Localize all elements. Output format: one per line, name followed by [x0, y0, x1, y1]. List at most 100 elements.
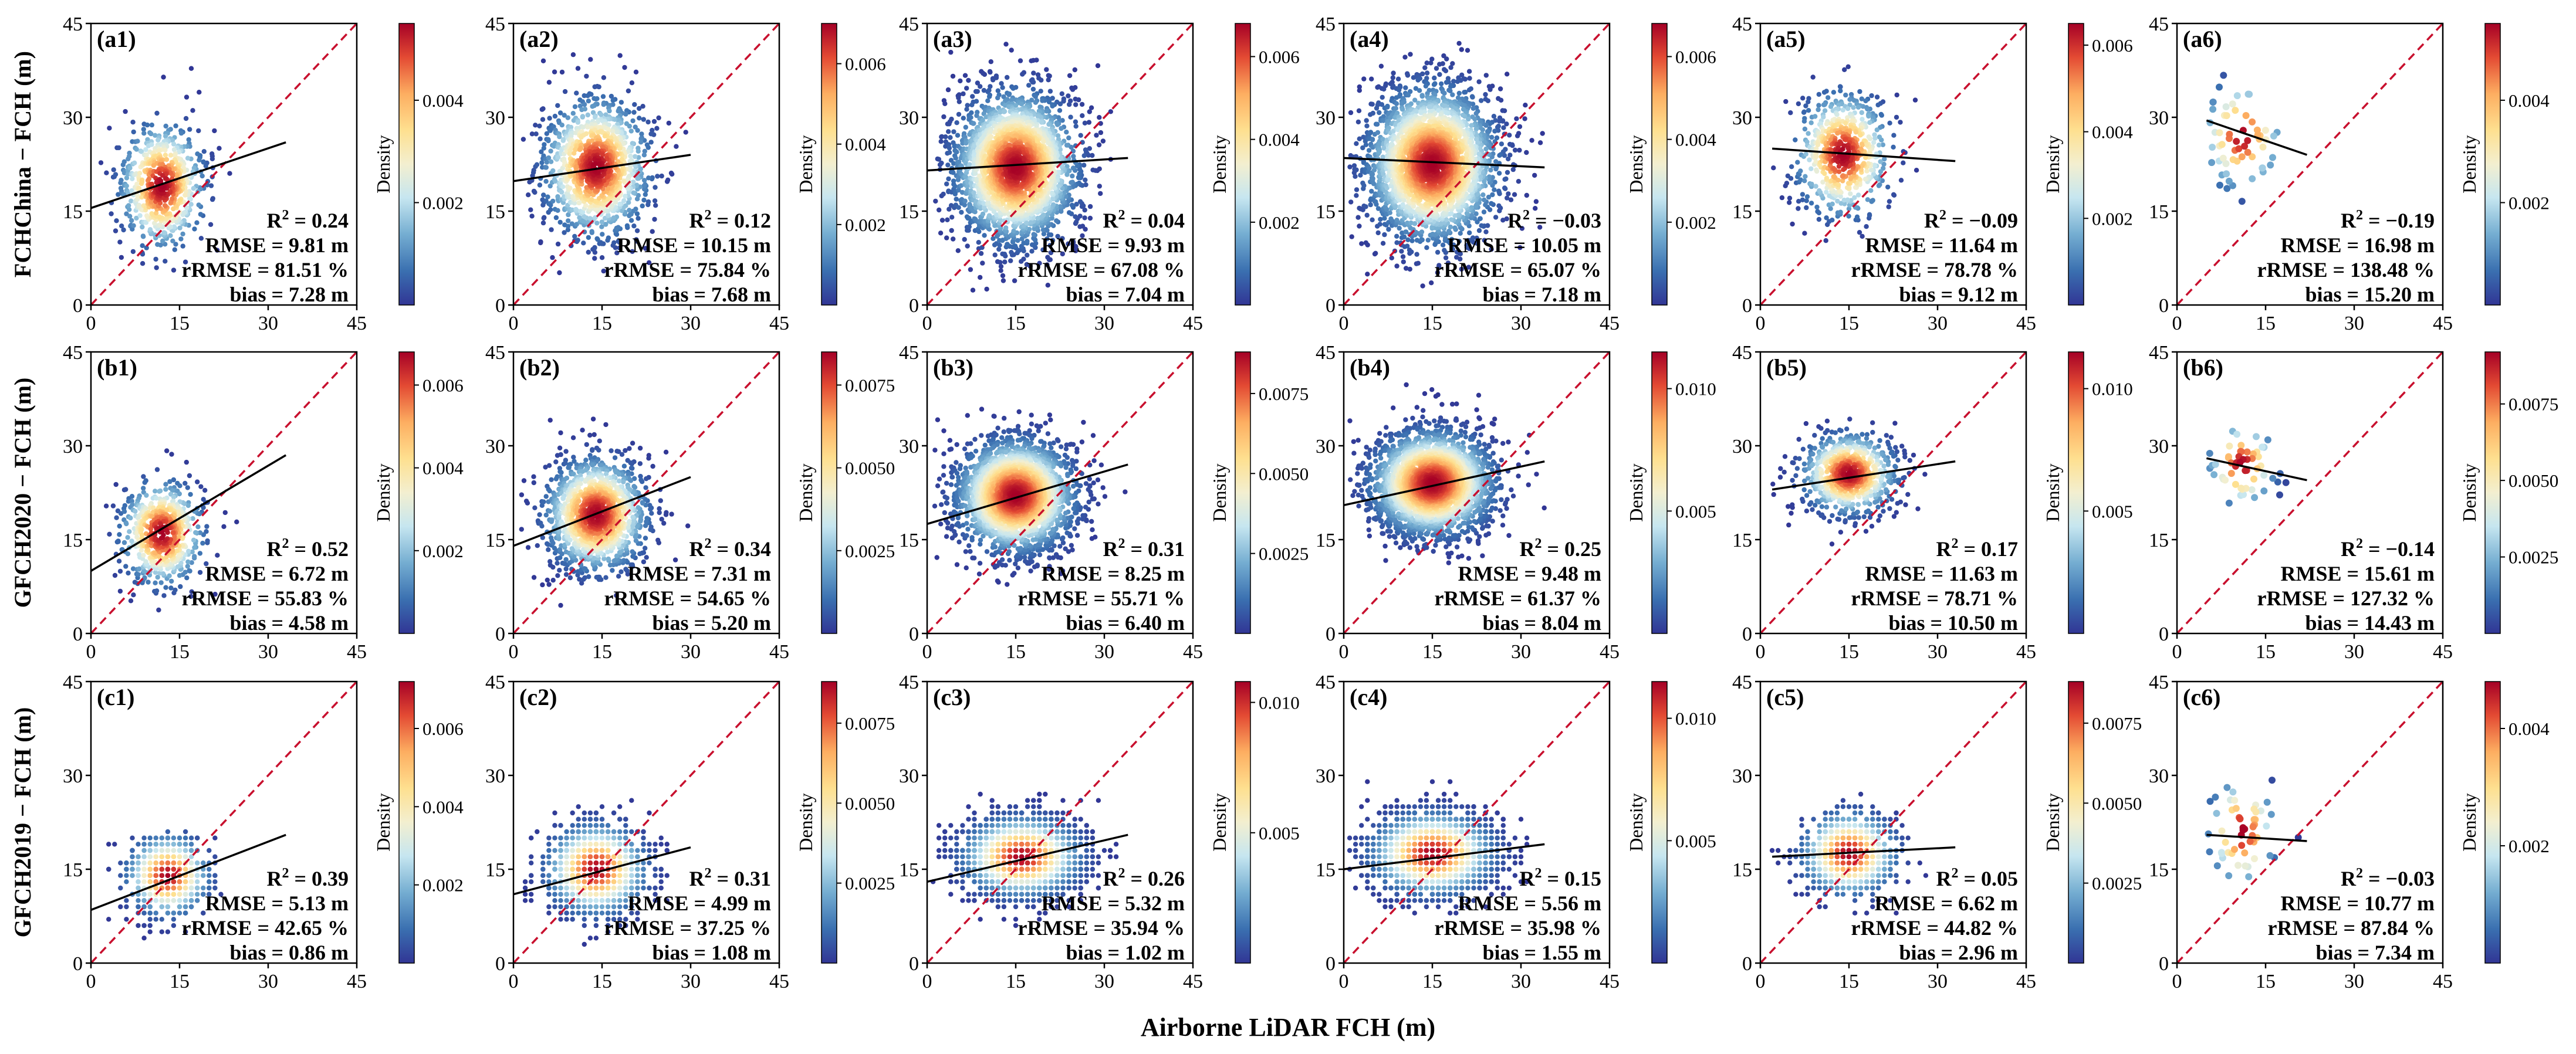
data-point — [976, 240, 982, 245]
data-point — [188, 66, 194, 71]
data-point — [203, 163, 208, 169]
data-point — [637, 116, 642, 121]
x-tick-label: 0 — [509, 313, 519, 334]
data-point — [1417, 88, 1422, 93]
data-point — [683, 130, 688, 135]
x-tick-label: 45 — [769, 313, 789, 334]
data-point — [1354, 167, 1359, 172]
data-point — [570, 111, 576, 116]
data-point — [163, 123, 168, 129]
data-point — [1405, 92, 1411, 98]
data-point — [1000, 273, 1006, 279]
data-point — [963, 124, 969, 130]
data-point — [634, 237, 639, 242]
data-point — [557, 134, 562, 140]
data-point — [178, 130, 184, 136]
data-point — [1517, 147, 1522, 153]
data-point — [641, 183, 647, 189]
data-point — [970, 287, 976, 293]
colorbar-tick-label: 0.006 — [1259, 46, 1300, 67]
data-point — [614, 250, 620, 256]
data-point — [127, 213, 133, 219]
x-tick-label: 0 — [922, 313, 932, 334]
data-point — [1385, 104, 1390, 110]
data-point — [577, 215, 582, 221]
data-point — [1488, 87, 1493, 92]
data-point — [1081, 162, 1087, 168]
data-point — [125, 171, 130, 177]
data-point — [1086, 120, 1092, 125]
data-point — [139, 195, 144, 200]
colorbar-label: Density — [795, 135, 816, 194]
data-point — [127, 207, 132, 212]
data-point — [590, 104, 595, 109]
data-point — [168, 233, 173, 238]
panel-label: (a3) — [933, 26, 972, 52]
data-point — [98, 160, 104, 165]
data-point — [601, 268, 606, 274]
colorbar-tick-label: 0.004 — [845, 134, 886, 155]
data-point — [1405, 243, 1410, 249]
data-point — [170, 238, 175, 243]
data-point — [1067, 101, 1072, 107]
data-point — [559, 123, 564, 128]
data-point — [217, 145, 222, 151]
data-point — [1064, 130, 1069, 135]
data-point — [548, 207, 553, 212]
data-point — [178, 236, 184, 242]
data-point — [197, 90, 202, 95]
data-point — [1515, 133, 1520, 138]
data-point — [1010, 86, 1016, 91]
stat-r2: R2 = 0.24 — [266, 208, 349, 232]
data-point — [555, 241, 561, 247]
data-point — [641, 152, 647, 158]
data-point — [611, 215, 617, 221]
data-point — [1501, 125, 1506, 130]
data-point — [541, 192, 546, 198]
data-point — [130, 176, 135, 181]
data-point — [594, 236, 600, 242]
data-point — [1517, 124, 1523, 130]
data-point — [1026, 83, 1032, 88]
data-point — [537, 182, 543, 188]
data-point — [635, 216, 641, 221]
data-point — [623, 194, 628, 199]
data-point — [962, 198, 968, 204]
data-point — [1428, 60, 1434, 66]
data-point — [544, 160, 550, 165]
data-point — [173, 123, 178, 128]
data-point — [950, 73, 956, 79]
data-point — [945, 217, 950, 222]
data-point — [569, 221, 574, 226]
data-point — [139, 179, 145, 185]
data-point — [1035, 215, 1040, 221]
data-point — [1064, 143, 1070, 148]
data-point — [1424, 70, 1430, 76]
data-point — [156, 148, 161, 154]
data-point — [1507, 141, 1513, 147]
data-point — [1100, 138, 1106, 144]
data-point — [1012, 278, 1017, 283]
data-point — [119, 223, 124, 229]
data-point — [537, 136, 543, 141]
data-point — [1097, 184, 1103, 189]
data-point — [1505, 195, 1510, 201]
data-point — [975, 89, 981, 94]
data-point — [550, 168, 556, 174]
data-point — [1005, 242, 1010, 247]
data-point — [1434, 66, 1439, 71]
data-point — [526, 192, 531, 198]
data-point — [1368, 202, 1373, 208]
data-point — [212, 128, 217, 134]
data-point — [954, 120, 959, 126]
data-point — [594, 221, 600, 226]
colorbar-label: Density — [373, 135, 394, 194]
data-point — [1370, 101, 1375, 107]
data-point — [1045, 283, 1051, 288]
data-point — [958, 78, 963, 84]
data-point — [1054, 122, 1060, 127]
data-point — [1493, 215, 1499, 220]
data-point — [628, 218, 634, 223]
